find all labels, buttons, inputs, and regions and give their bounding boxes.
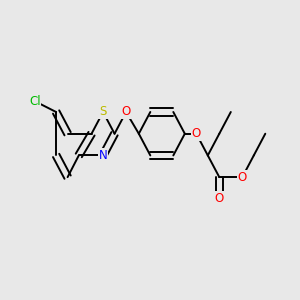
Text: N: N (99, 149, 107, 162)
Text: O: O (192, 127, 201, 140)
Text: O: O (215, 192, 224, 206)
Text: Cl: Cl (29, 94, 40, 108)
Text: O: O (122, 106, 131, 118)
Text: O: O (238, 171, 247, 184)
Text: S: S (99, 106, 107, 118)
